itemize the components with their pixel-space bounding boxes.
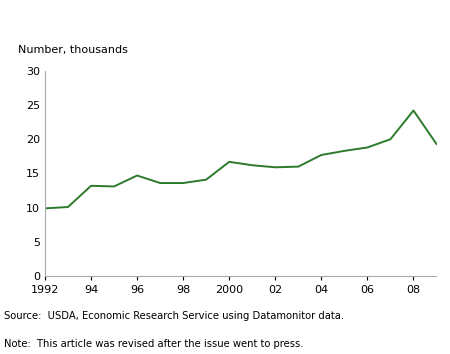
Text: Note:  This article was revised after the issue went to press.: Note: This article was revised after the… [4,339,304,349]
Text: U.S. food and beverage product introductions, 1992-2009: U.S. food and beverage product introduct… [7,8,406,22]
Text: Source:  USDA, Economic Research Service using Datamonitor data.: Source: USDA, Economic Research Service … [4,310,345,321]
Text: Number, thousands: Number, thousands [18,45,128,55]
